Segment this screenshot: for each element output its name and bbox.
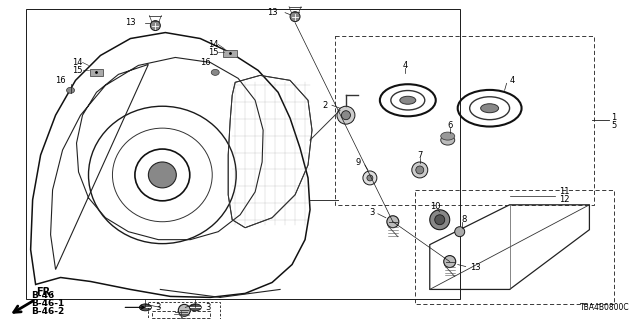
Circle shape [367,175,373,181]
Ellipse shape [481,104,499,113]
Text: 4: 4 [402,61,408,70]
Text: 5: 5 [611,121,616,130]
Text: 12: 12 [559,195,570,204]
Text: 7: 7 [417,150,422,160]
Text: 15: 15 [72,66,83,75]
Bar [223,50,237,57]
Text: 13: 13 [125,18,136,27]
Ellipse shape [400,96,416,104]
Text: 4: 4 [509,76,515,85]
Bar [152,311,210,318]
Text: 16: 16 [55,76,65,85]
Text: 3: 3 [156,303,161,312]
Text: 3: 3 [369,208,375,217]
Text: 13: 13 [268,8,278,17]
Circle shape [179,304,190,316]
Circle shape [416,166,424,174]
Circle shape [337,106,355,124]
Text: FR.: FR. [36,287,54,297]
Circle shape [290,12,300,22]
Text: TBA4B0800C: TBA4B0800C [580,303,629,312]
Circle shape [342,111,351,120]
Ellipse shape [67,87,74,93]
Circle shape [444,256,456,268]
Bar [26,9,460,300]
Bar [148,302,220,319]
Ellipse shape [211,69,220,76]
Text: 14: 14 [72,58,83,67]
Text: B-46: B-46 [31,291,54,300]
Text: 15: 15 [208,48,218,57]
Circle shape [454,227,465,237]
Ellipse shape [189,304,201,311]
Circle shape [435,215,445,225]
Bar [415,190,614,304]
Circle shape [412,162,428,178]
Text: 8: 8 [461,215,467,224]
Ellipse shape [140,304,152,311]
Bar [335,36,595,205]
Text: 10: 10 [431,202,441,211]
Circle shape [430,210,450,230]
Text: 6: 6 [447,121,452,130]
Text: B-46-1: B-46-1 [31,299,64,308]
Text: 3: 3 [205,303,211,312]
Text: 11: 11 [559,188,570,196]
Text: B-46-2: B-46-2 [31,307,64,316]
Circle shape [387,216,399,228]
Ellipse shape [441,135,454,145]
Circle shape [179,309,184,314]
Bar [90,69,104,76]
Text: 9: 9 [355,158,360,167]
Text: 16: 16 [200,58,210,67]
Text: 1: 1 [611,113,616,122]
Circle shape [150,20,161,31]
Ellipse shape [148,162,176,188]
Text: 14: 14 [208,40,218,49]
Text: 13: 13 [470,263,480,272]
Ellipse shape [441,132,454,140]
Circle shape [363,171,377,185]
Text: 2: 2 [323,101,328,110]
Bar [148,314,215,317]
